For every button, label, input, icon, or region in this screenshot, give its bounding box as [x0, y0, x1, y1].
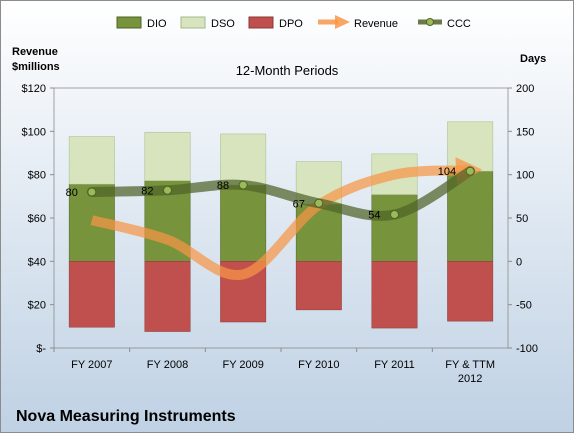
bar-dso — [220, 133, 267, 186]
left-axis: $- $20 $40 $60 $80 $100 $120 — [22, 83, 54, 355]
category-label: FY 2010 — [298, 359, 339, 371]
bar-dpo — [295, 261, 342, 311]
bar-dso — [144, 131, 191, 181]
legend-item-dso: DSO — [180, 16, 235, 30]
arrow-icon — [335, 15, 350, 29]
category-label: FY 2008 — [147, 359, 188, 371]
legend-label-dso: DSO — [211, 18, 235, 30]
category-label: FY & TTM — [445, 359, 495, 371]
bar-dpo — [68, 261, 115, 328]
left-tick-label: $40 — [28, 256, 46, 268]
ccc-point — [314, 198, 324, 208]
legend: DIO DSO DPO Revenue CCC — [116, 15, 471, 30]
bar-dpo — [144, 261, 191, 332]
category-label-line2: 2012 — [458, 373, 482, 385]
left-axis-title-line1: Revenue — [12, 46, 58, 58]
ccc-data-label: 82 — [141, 185, 153, 197]
legend-swatch-dpo — [248, 16, 274, 29]
ccc-layer: 80 82 88 67 54 104 — [66, 166, 476, 222]
legend-label-dpo: DPO — [279, 18, 303, 30]
left-axis-title-line2: $millions — [12, 61, 60, 73]
category-label: FY 2009 — [222, 359, 263, 371]
right-axis-title: Days — [520, 53, 546, 65]
legend-swatch-dso — [180, 16, 206, 29]
ccc-data-label: 104 — [438, 166, 456, 178]
ccc-data-label: 80 — [66, 187, 78, 199]
legend-label-dio: DIO — [147, 18, 167, 30]
legend-item-ccc: CCC — [418, 18, 471, 30]
right-tick-label: 200 — [516, 83, 534, 95]
ccc-point — [163, 185, 172, 195]
right-tick-label: -50 — [516, 300, 532, 312]
ccc-line — [86, 166, 476, 221]
legend-label-revenue: Revenue — [354, 18, 398, 30]
legend-item-dpo: DPO — [248, 16, 303, 30]
chart-title: 12-Month Periods — [236, 63, 339, 78]
right-tick-label: 50 — [516, 213, 528, 225]
bar-dio — [220, 184, 267, 262]
ccc-data-label: 67 — [293, 198, 305, 210]
ccc-point — [465, 166, 475, 176]
ccc-point — [238, 180, 248, 190]
right-tick-label: -100 — [516, 343, 538, 355]
legend-marker-ccc — [426, 18, 434, 26]
ccc-data-label: 54 — [368, 210, 380, 222]
legend-label-ccc: CCC — [447, 18, 471, 30]
bar-dso — [68, 136, 115, 185]
bar-dpo — [371, 261, 418, 329]
left-tick-label: $120 — [22, 83, 46, 95]
bar-dpo — [447, 261, 494, 322]
right-tick-label: 100 — [516, 170, 534, 182]
revenue-line — [90, 165, 471, 280]
plot-area — [53, 87, 509, 349]
legend-item-revenue: Revenue — [318, 15, 398, 30]
legend-swatch-dio — [116, 16, 142, 29]
left-tick-label: $20 — [28, 300, 46, 312]
right-tick-label: 0 — [516, 256, 522, 268]
ccc-data-label: 88 — [217, 180, 229, 192]
right-tick-label: 150 — [516, 126, 534, 138]
left-tick-label: $80 — [28, 170, 46, 182]
left-tick-label: $100 — [22, 126, 46, 138]
legend-item-dio: DIO — [116, 16, 167, 30]
right-axis: -100 -50 0 50 100 150 200 — [508, 83, 538, 355]
left-tick-label: $- — [36, 343, 46, 355]
ccc-point — [390, 210, 399, 220]
bar-dso — [447, 121, 494, 172]
category-label: FY 2007 — [71, 359, 112, 371]
company-name: Nova Measuring Instruments — [16, 408, 236, 425]
category-axis: FY 2007 FY 2008 FY 2009 FY 2010 FY 2011 FY & … — [53, 348, 495, 385]
ccc-point — [87, 187, 97, 197]
category-label: FY 2011 — [374, 359, 415, 371]
left-tick-label: $60 — [28, 213, 46, 225]
